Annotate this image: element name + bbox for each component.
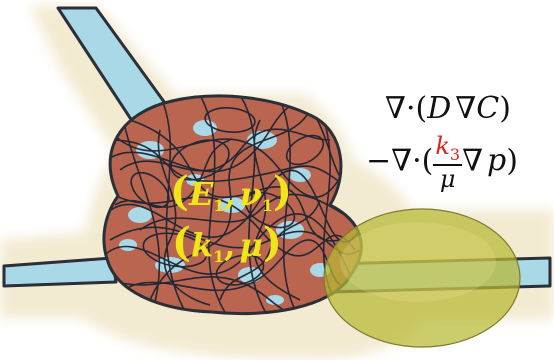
k3-symbol: k [435, 132, 450, 160]
equation-line-1: ∇·(D ∇C) [385, 91, 511, 126]
nabla-symbol-2: ∇ [455, 91, 477, 126]
nabla-symbol-4: ∇ [462, 143, 484, 179]
param-labels: (E1, ν1) (k1, μ) [170, 168, 292, 266]
channel-left [2, 256, 118, 288]
param-line-2: (k1, μ) [172, 219, 282, 266]
nabla-symbol-3: ∇ [391, 143, 413, 179]
mu-symbol: μ [439, 164, 456, 193]
pore-spaces [119, 120, 330, 305]
k3-over-mu-fraction: k3 μ [433, 132, 463, 193]
equation-line-2: −∇·(k3 μ ∇ p) [366, 132, 518, 193]
D-symbol: D [427, 91, 452, 126]
tissue-blob [102, 94, 363, 316]
p-symbol: p [487, 143, 507, 179]
minus-sign: − [366, 143, 392, 179]
C-symbol: C [476, 91, 500, 126]
nabla-symbol: ∇ [385, 91, 406, 126]
tissue-outline [102, 94, 363, 316]
param-line-1: (E1, ν1) [170, 168, 292, 215]
region-ellipse [323, 208, 521, 348]
